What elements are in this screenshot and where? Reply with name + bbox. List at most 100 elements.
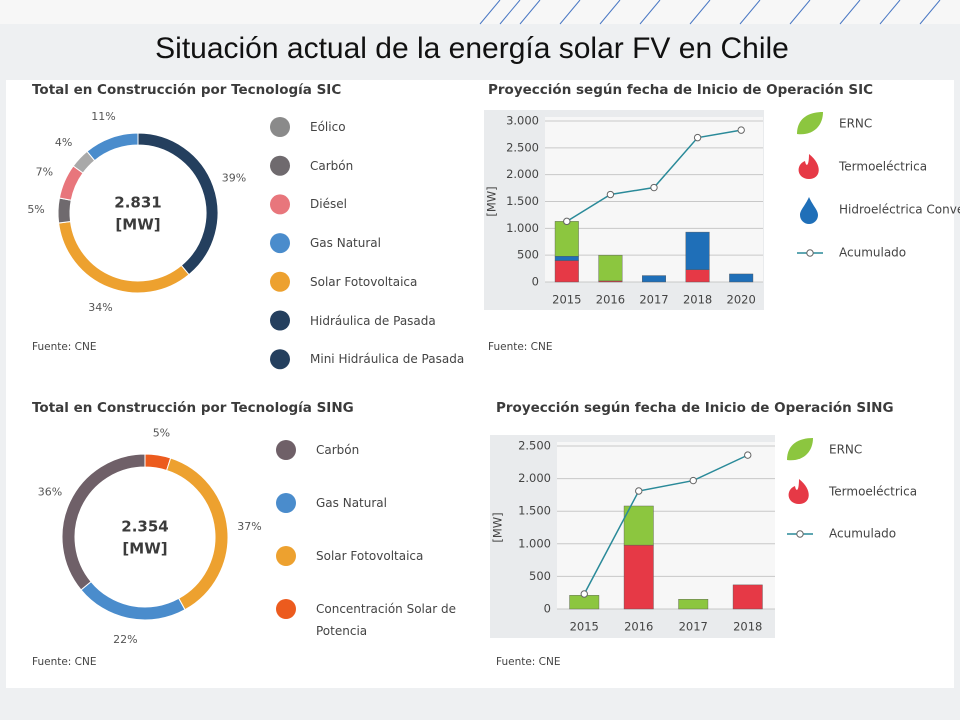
- legend-icon: [270, 310, 290, 331]
- legend-icon: [276, 493, 296, 513]
- legend-icon: [788, 479, 809, 504]
- legend-label: Hidroeléctrica Conve: [839, 203, 960, 217]
- line: [583, 454, 749, 595]
- legend-label-box: Mini Hidráulica de Pasada: [310, 352, 465, 367]
- legend-icon: [270, 271, 290, 292]
- y-tick-label: 2.500: [506, 140, 539, 154]
- legend-label: Eólico: [310, 120, 346, 134]
- legend-label: Solar Fotovoltaica: [316, 549, 424, 563]
- legend-point: [796, 530, 804, 538]
- bar-segment: [642, 275, 666, 283]
- y-tick-label: 1.000: [506, 221, 539, 235]
- value-label: 5%: [153, 426, 170, 439]
- line-point: [693, 133, 702, 142]
- legend-icon: [797, 112, 823, 135]
- legend-icon: [270, 194, 290, 215]
- legend-icon: [270, 233, 290, 254]
- bar-segment: [685, 231, 710, 270]
- line-point: [689, 476, 697, 485]
- value-label: 39%: [222, 171, 246, 184]
- source-note: Fuente: CNE: [496, 656, 561, 668]
- x-tick-label: 2018: [683, 293, 712, 307]
- content-area: [6, 80, 954, 688]
- y-axis-label: [MW]: [491, 512, 505, 542]
- slide-title: Situación actual de la energía solar FV …: [155, 32, 789, 65]
- legend-label-box: Concentración Solar de Potencia: [316, 602, 456, 638]
- legend-label: Gas Natural: [316, 496, 387, 510]
- x-tick-label: 2018: [733, 620, 762, 634]
- bar-segment: [623, 505, 654, 546]
- bar-segment: [554, 221, 579, 257]
- donut-segment: [57, 197, 72, 224]
- legend-label: Acumulado: [839, 246, 906, 260]
- legend-icon: [800, 197, 818, 224]
- line-point: [580, 590, 588, 598]
- legend-label: Gas Natural: [310, 236, 381, 251]
- value-label: 5%: [27, 203, 44, 216]
- donut-segment: [86, 132, 139, 162]
- value-label: 11%: [91, 110, 115, 123]
- legend-label: Hidráulica de Pasada: [310, 313, 436, 328]
- bar-segment: [554, 260, 579, 283]
- legend-label: Mini Hidráulica de Pasada: [310, 352, 465, 367]
- value-label: 4%: [55, 136, 72, 149]
- y-axis-label: [MW]: [485, 186, 499, 216]
- source-note: Fuente: CNE: [32, 656, 97, 668]
- plot-area: [545, 117, 763, 282]
- line-point: [635, 487, 643, 495]
- legend-label-box: Carbón: [316, 443, 360, 457]
- y-tick-label: 500: [517, 248, 539, 262]
- legend-label: Concentración Solar de Potencia: [316, 602, 456, 638]
- value-label: 36%: [38, 485, 62, 498]
- line-point: [737, 126, 745, 134]
- legend-icon: [276, 440, 296, 460]
- legend-icon: [276, 546, 296, 566]
- y-tick-label: 1.500: [506, 194, 539, 208]
- bar-segment: [685, 269, 710, 283]
- legend-label-box: Gas Natural: [310, 236, 381, 251]
- y-tick-label: 0: [532, 275, 539, 289]
- x-tick-label: 2015: [570, 620, 599, 634]
- x-tick-label: 2017: [679, 620, 708, 634]
- x-tick-label: 2016: [624, 620, 653, 634]
- center-value: 2.354: [121, 518, 168, 536]
- x-tick-label: 2020: [727, 293, 756, 307]
- line-point: [744, 451, 752, 459]
- legend-label: ERNC: [829, 443, 862, 457]
- legend-label-box: Solar Fotovoltaica: [310, 274, 418, 289]
- chart-title: Proyección según fecha de Inicio de Oper…: [496, 400, 894, 416]
- legend-label-box: Carbón: [310, 158, 354, 173]
- legend-label: Diésel: [310, 197, 347, 212]
- value-label: 7%: [36, 165, 53, 178]
- bar-segment: [623, 544, 654, 610]
- y-tick-label: 3.000: [506, 114, 539, 128]
- value-label: 22%: [113, 633, 137, 646]
- center-value: 2.831: [114, 194, 161, 212]
- top-band: [0, 0, 960, 24]
- legend-label: ERNC: [839, 117, 872, 131]
- legend-icon: [270, 155, 290, 176]
- legend-label-box: Eólico: [310, 120, 346, 134]
- bar-segment: [729, 273, 754, 283]
- y-tick-label: 0: [544, 602, 551, 616]
- y-tick-label: 2.000: [518, 471, 551, 485]
- legend-label: Solar Fotovoltaica: [310, 274, 418, 289]
- bar-segment: [732, 584, 763, 610]
- center-unit: [MW]: [122, 540, 167, 558]
- legend-label-box: Diésel: [310, 197, 347, 212]
- legend-icon: [270, 349, 290, 370]
- legend-icon: [787, 438, 813, 461]
- legend-label: Carbón: [310, 158, 354, 173]
- chart-title: Total en Construcción por Tecnología SIN…: [32, 400, 354, 416]
- y-tick-label: 1.000: [518, 536, 551, 550]
- legend-label-box: Hidráulica de Pasada: [310, 313, 436, 328]
- legend-label: Termoeléctrica: [828, 485, 917, 499]
- legend-label: Acumulado: [829, 527, 896, 541]
- bar-segment: [598, 254, 623, 282]
- legend-label: Carbón: [316, 443, 360, 457]
- legend-label-box: Gas Natural: [316, 496, 387, 510]
- line-point: [563, 217, 571, 226]
- donut-segment: [61, 453, 146, 591]
- y-tick-label: 500: [529, 569, 551, 583]
